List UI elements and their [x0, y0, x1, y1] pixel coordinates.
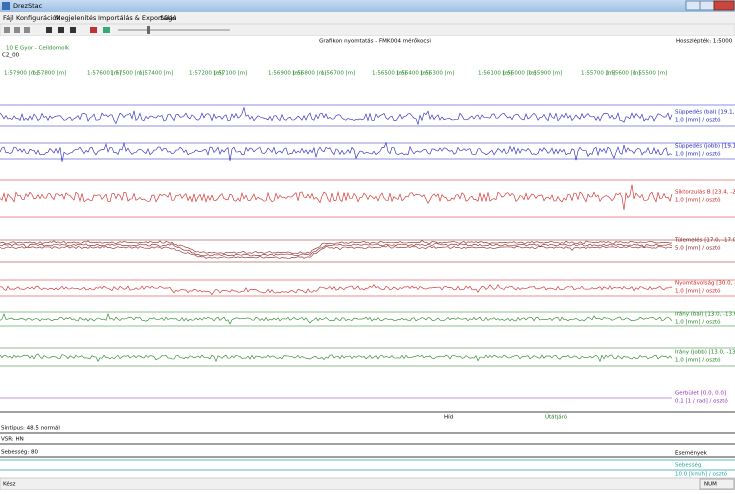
line-name: 10 E Gyor - Celldomolk	[6, 46, 70, 52]
km-label: 1:57200 [m]	[189, 71, 223, 77]
km-label: 1:56000 [m]	[502, 71, 536, 77]
menu-bar	[0, 12, 735, 24]
tool-button[interactable]	[46, 27, 52, 33]
signal-trace	[0, 353, 673, 363]
km-label: 1:57900 [m]	[4, 71, 38, 77]
channel-name: Süppedés (jobb) [19.1, -19.	[675, 143, 735, 150]
signal-trace	[0, 244, 673, 259]
title-bar	[0, 0, 735, 12]
minimize-button[interactable]	[685, 0, 701, 11]
tool-button[interactable]	[14, 27, 20, 33]
menu-item[interactable]: Konfigurációk	[16, 14, 60, 22]
window-title: DrezStac	[13, 2, 43, 10]
event-marker: Útátjáró	[545, 414, 568, 421]
tool-button[interactable]	[70, 27, 76, 33]
km-label: 1:55700 [m]	[581, 71, 615, 77]
status-panel	[699, 478, 735, 490]
km-label: 1:57400 [m]	[139, 71, 173, 77]
menu-item[interactable]: Megjelenítés	[55, 14, 97, 22]
track-info: Sebesség: 80	[1, 449, 38, 456]
km-label: 1:56400 [m]	[396, 71, 430, 77]
channel-name: Irány (bal) [13.0, -13.0]	[675, 311, 735, 318]
signal-trace	[0, 312, 673, 325]
channel-unit: 1.0 [mm] / osztó	[675, 117, 721, 124]
status-bar	[0, 477, 735, 491]
slider-thumb[interactable]	[147, 26, 150, 34]
signal-trace	[0, 106, 673, 126]
menu-item[interactable]: Fájl	[3, 14, 14, 22]
km-label: 1:55500 [m]	[633, 71, 667, 77]
km-label: 1:57800 [m]	[32, 71, 66, 77]
tool-button[interactable]	[4, 27, 10, 33]
app-icon	[2, 2, 10, 10]
km-label: 1:55600 [m]	[606, 71, 640, 77]
status-text: Kész	[3, 481, 16, 488]
channel-unit: 5.0 [mm] / osztó	[675, 245, 721, 252]
channel-name: Túlemelés [17.0, -17.0]	[674, 237, 735, 244]
tool-button[interactable]	[58, 27, 64, 33]
close-button[interactable]	[713, 0, 735, 11]
km-label: 1:56500 [m]	[372, 71, 406, 77]
track-id: C2_00	[2, 53, 20, 59]
tool-button[interactable]	[90, 27, 97, 33]
toolbar-buttons	[4, 27, 110, 33]
km-label: 1:57600 [m]	[87, 71, 121, 77]
menu-item[interactable]: Importálás & Exportálás	[98, 14, 177, 22]
header-scale: Hosszlépték: 1:5000	[676, 38, 733, 45]
signal-trace	[0, 242, 673, 257]
channel-unit: 1.0 [mm] / osztó	[675, 319, 721, 326]
channel-name: Gerbület [0.0, 0.0]	[675, 391, 726, 397]
channel-name: Nyomtávolság [30.0, -8.0]	[675, 280, 735, 287]
event-marker: Híd	[444, 414, 453, 421]
track-info: VSR: HN	[1, 437, 24, 443]
maximize-button[interactable]	[699, 0, 715, 11]
km-label: 1:56800 [m]	[292, 71, 326, 77]
tool-button[interactable]	[24, 27, 30, 33]
km-label: 1:56300 [m]	[420, 71, 454, 77]
km-label: 1:55900 [m]	[528, 71, 562, 77]
channel-name: Irány (jobb) [13.0, -13.0]	[675, 349, 735, 356]
header-title: Grafikon nyomtatás - FMK004 mérőkocsi	[319, 38, 431, 45]
events-label: Események	[675, 450, 708, 457]
channel-unit: 1.0 [mm] / osztó	[675, 197, 721, 204]
speed-unit: 10.0 [km/h] / osztó	[675, 471, 728, 478]
signal-trace	[0, 141, 673, 162]
graph-area	[0, 36, 735, 478]
channel-name: Síktorzulás B [23.4, -23.4]	[675, 189, 735, 196]
channel-unit: 1.0 [mm] / osztó	[675, 357, 721, 364]
km-label: 1:57100 [m]	[213, 71, 247, 77]
km-label: 1:56900 [m]	[268, 71, 302, 77]
km-label: 1:57500 [m]	[110, 71, 144, 77]
channel-unit: 1.0 [mm] / osztó	[675, 288, 721, 295]
channel-unit: 1.0 [mm] / osztó	[675, 151, 721, 158]
speed-name: Sebesség	[675, 462, 701, 469]
km-label: 1:56700 [m]	[321, 71, 355, 77]
menu-item[interactable]: Súgó	[160, 14, 176, 22]
channel-unit: 0.1 [1 / rad] / osztó	[675, 398, 728, 405]
signal-trace	[0, 184, 673, 211]
km-label: 1:56100 [m]	[478, 71, 512, 77]
track-info: Síntípus: 48.5 normál	[1, 425, 60, 432]
signal-trace	[0, 240, 673, 254]
tool-button[interactable]	[103, 27, 110, 33]
toolbar	[0, 23, 735, 37]
signal-trace	[0, 284, 673, 296]
status-num: NUM	[704, 482, 717, 488]
channel-name: Süppedés (bal) [19.1, -19.1	[675, 109, 735, 116]
